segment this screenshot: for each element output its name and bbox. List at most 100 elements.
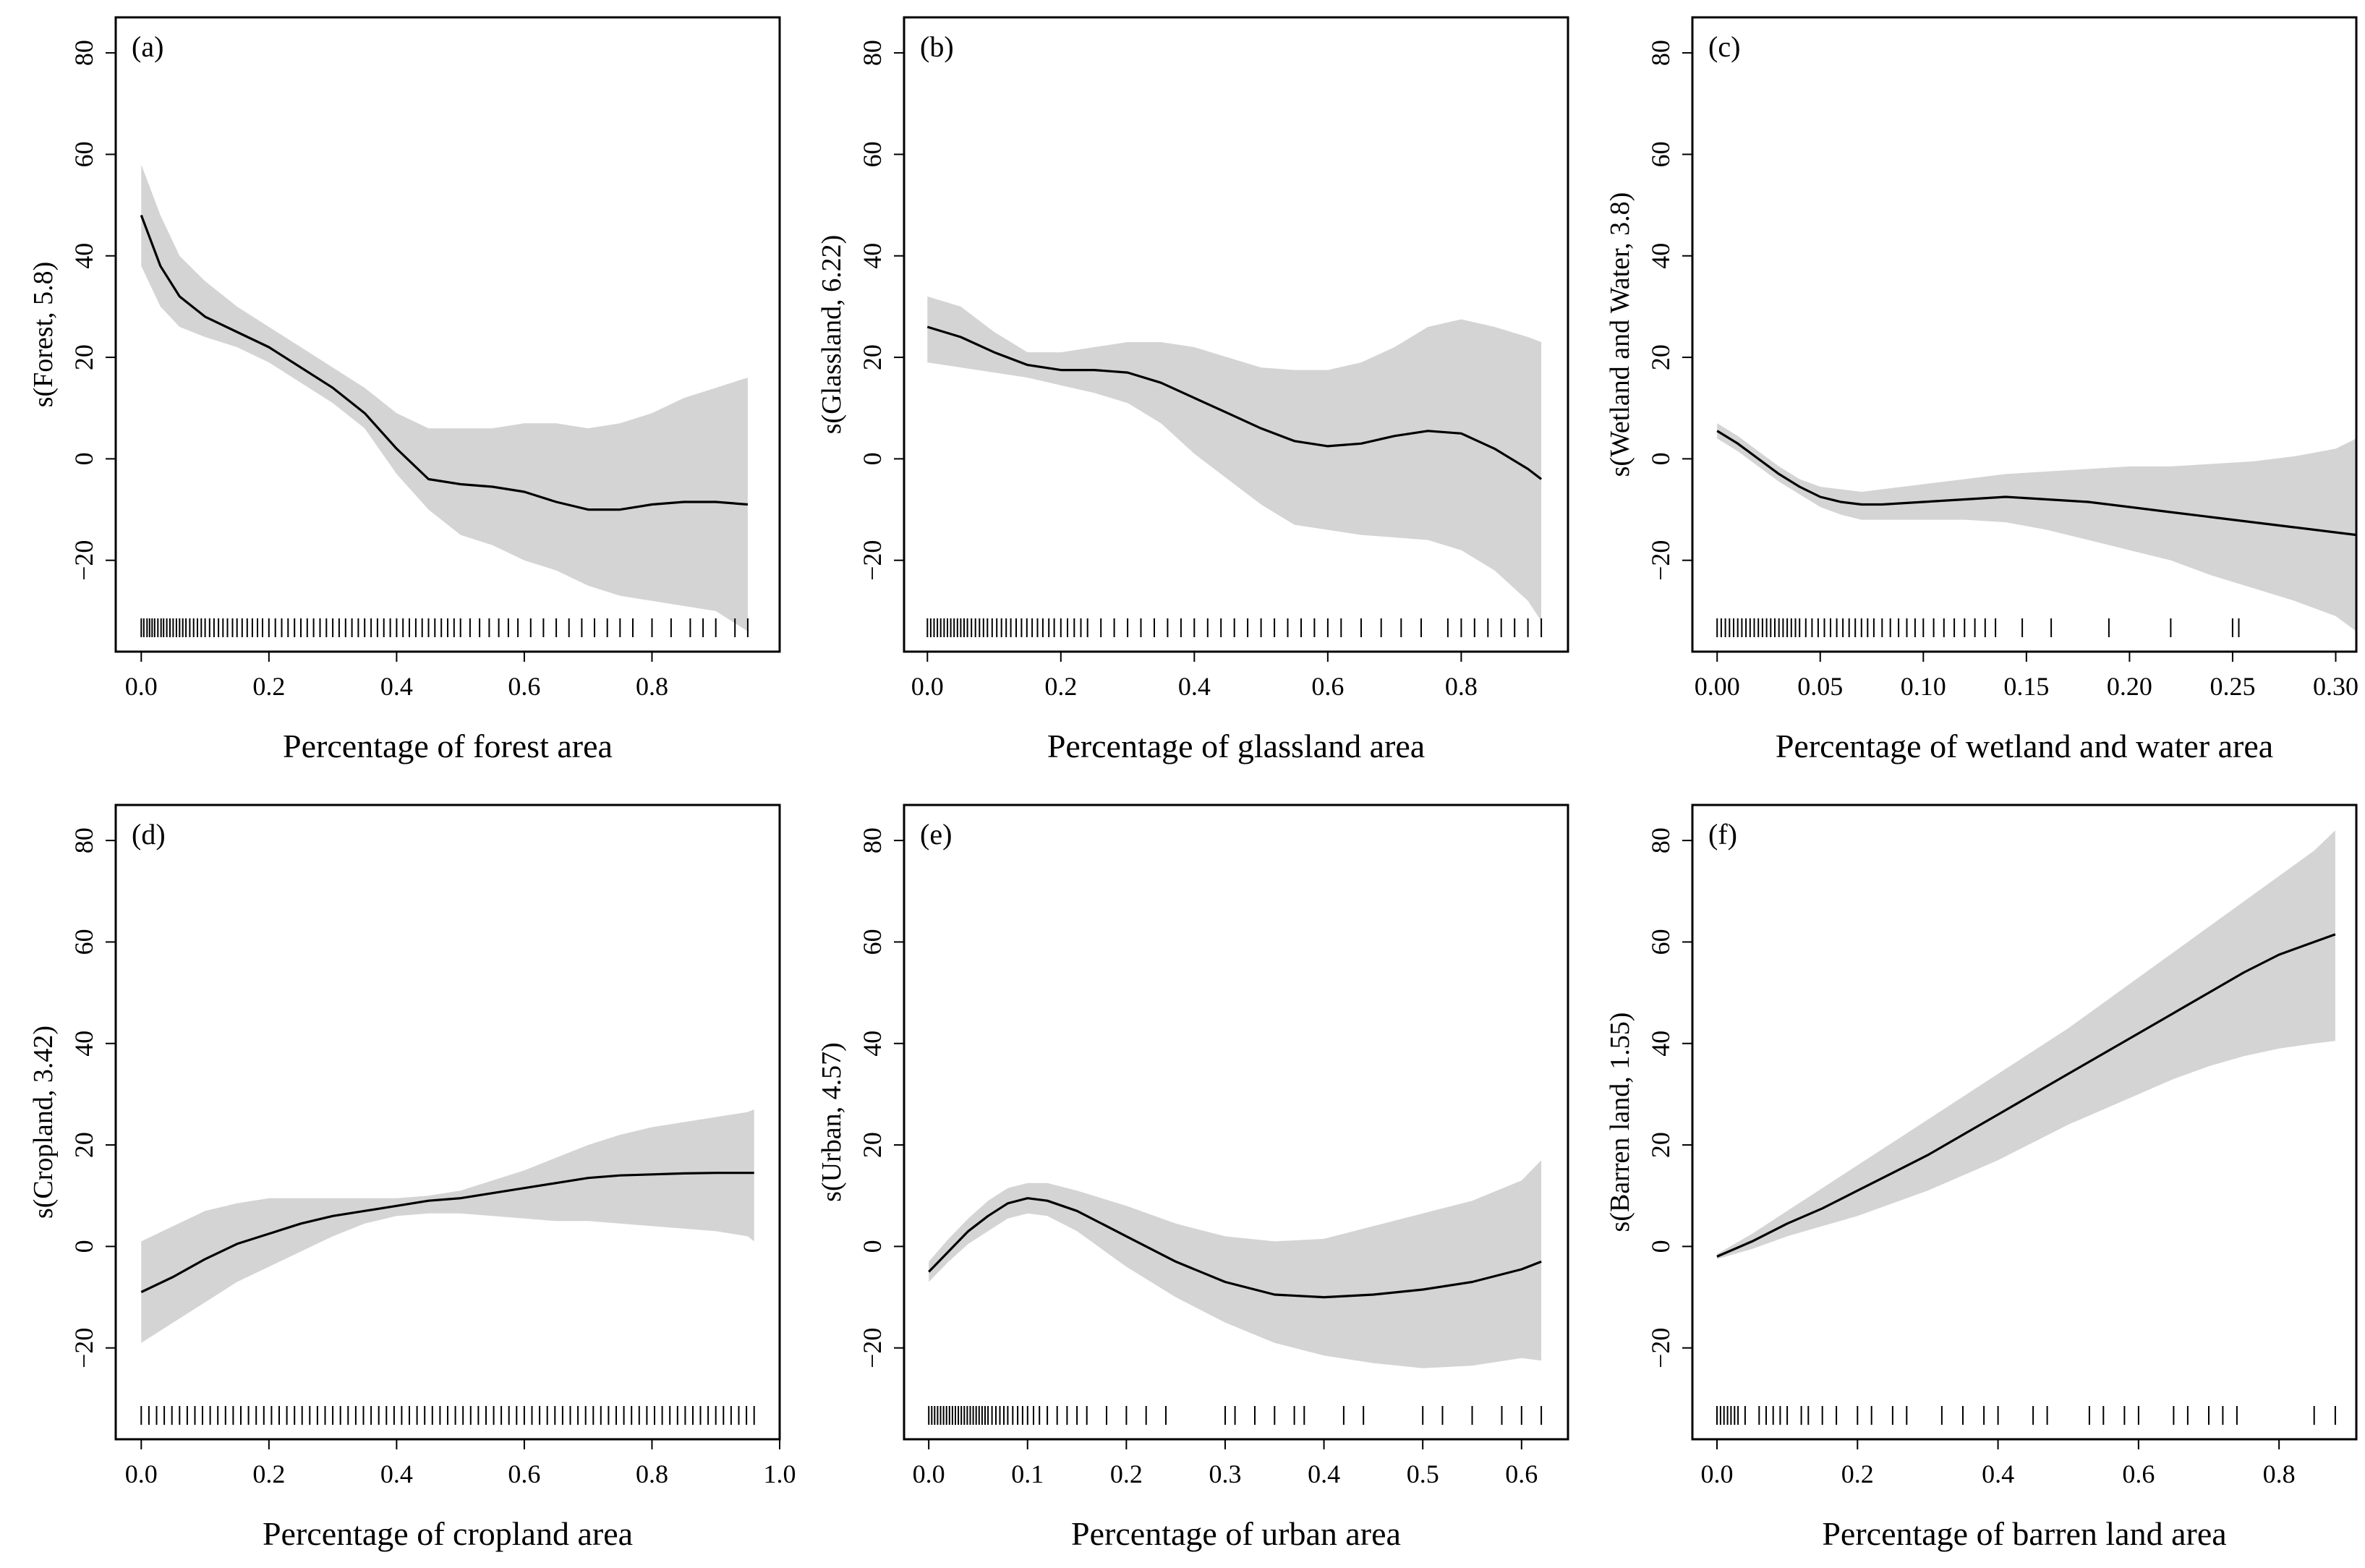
panel-c-x-tick-label: 0.10 [1901, 672, 1946, 701]
panel-a-y-axis-title: s(Forest, 5.8) [28, 262, 59, 408]
panel-a-y-tick-label: 20 [69, 344, 98, 370]
panel-f-x-tick-label: 0.0 [1701, 1460, 1734, 1488]
panel-a-confidence-band [141, 164, 748, 631]
panel-b: 0.0 0.2 0.4 0.6 0.8 −20 0 20 40 60 80 (b) Percentage… [817, 16, 1569, 764]
panel-e-confidence-band [929, 1160, 1542, 1368]
panel-d-y-tick-label: 0 [69, 1240, 98, 1253]
panel-c-y-tick-label: 80 [1646, 40, 1675, 66]
panel-f-y-tick-label: 60 [1646, 929, 1675, 955]
panel-f-fit-line [1716, 933, 2336, 1258]
panel-a-y-tick-label: 0 [69, 452, 98, 465]
panel-b-y-tick-label: 20 [858, 344, 887, 370]
panel-d-x-tick-label: 0.8 [636, 1460, 668, 1488]
panel-c-fit-line [1716, 430, 2357, 537]
panel-c-y-tick-label: −20 [1646, 540, 1675, 581]
panel-e-x-tick-label: 0.0 [913, 1460, 945, 1488]
panel-e-x-tick-label: 0.2 [1110, 1460, 1143, 1488]
panel-a-label: (a) [132, 30, 163, 63]
panel-c-y-tick-label: 0 [1646, 452, 1675, 465]
panel-d-rug [140, 1406, 755, 1425]
panel-c-y-tick-label: 60 [1646, 141, 1675, 167]
panel-a-y-tick-label: 60 [69, 141, 98, 167]
panel-d-x-tick-label: 0.2 [252, 1460, 285, 1488]
panel-f-y-axis-title: s(Barren land, 1.55) [1605, 1013, 1635, 1232]
panel-f: 0.0 0.2 0.4 0.6 0.8 −20 0 20 40 60 80 (f) Percentage… [1605, 804, 2358, 1552]
panel-e-x-tick-label: 0.3 [1209, 1460, 1241, 1488]
panel-e-rug [928, 1406, 1543, 1425]
panel-a-rug [140, 618, 749, 637]
panel-d-y-tick-label: 60 [69, 929, 98, 955]
panel-d-x-tick-label: 0.0 [125, 1460, 158, 1488]
panel-e-y-tick-label: 60 [858, 929, 887, 955]
panel-b-y-tick-label: 40 [858, 243, 887, 269]
panel-f-x-tick-label: 0.2 [1841, 1460, 1874, 1488]
panel-c-label: (c) [1708, 30, 1740, 63]
panel-e-y-tick-label: 80 [858, 827, 887, 853]
panel-b-label: (b) [920, 30, 954, 63]
panel-d: 0.0 0.2 0.4 0.6 0.8 1.0 −20 0 20 40 60 80 (d) Percent… [28, 804, 796, 1552]
panel-a: 0.0 0.2 0.4 0.6 0.8 −20 0 20 40 60 80 (a) Percentage… [28, 16, 781, 764]
panel-d-y-tick-label: 80 [69, 827, 98, 853]
panel-c-y-tick-label: 20 [1646, 344, 1675, 370]
panel-f-x-tick-label: 0.6 [2122, 1460, 2155, 1488]
panel-b-x-tick-label: 0.6 [1311, 672, 1344, 701]
panel-e-x-axis-title: Percentage of urban area [1071, 1515, 1401, 1552]
panel-c-x-tick-label: 0.30 [2313, 672, 2358, 701]
panel-f-y-tick-label: 80 [1646, 827, 1675, 853]
panel-f-confidence-band [1717, 830, 2335, 1259]
panel-b-y-tick-label: 80 [858, 40, 887, 66]
panel-c-x-tick-label: 0.05 [1797, 672, 1843, 701]
panel-f-x-tick-label: 0.8 [2263, 1460, 2296, 1488]
panel-d-y-tick-label: 40 [69, 1031, 98, 1057]
panel-a-x-axis-title: Percentage of forest area [283, 728, 613, 764]
panel-c-y-axis-title: s(Wetland and Water, 3.8) [1605, 192, 1635, 477]
panel-e-fit-line [928, 1197, 1542, 1299]
panel-d-frame [114, 804, 781, 1441]
panel-a-y-tick-label: 40 [69, 243, 98, 269]
panel-c-rug [1716, 618, 2357, 637]
panel-f-y-tick-label: 0 [1646, 1240, 1675, 1253]
panel-e-y-axis-title: s(Urban, 4.57) [817, 1042, 847, 1202]
panel-b-y-axis-title: s(Glassland, 6.22) [817, 235, 847, 434]
panel-f-x-axis-title: Percentage of barren land area [1822, 1515, 2226, 1552]
panel-e-frame [903, 804, 1569, 1441]
panel-b-x-axis-title: Percentage of glassland area [1047, 728, 1425, 764]
panel-d-fit-line [140, 1172, 754, 1293]
panel-e-label: (e) [920, 818, 952, 851]
panel-b-frame [903, 16, 1569, 653]
panel-e-y-tick-label: 40 [858, 1031, 887, 1057]
panel-e-x-tick-label: 0.6 [1505, 1460, 1538, 1488]
panel-e-y-tick-label: 20 [858, 1132, 887, 1158]
panel-e-x-tick-label: 0.5 [1407, 1460, 1439, 1488]
panel-c-x-tick-label: 0.15 [2003, 672, 2049, 701]
panel-d-y-axis-title: s(Cropland, 3.42) [28, 1026, 59, 1219]
panel-c-x-tick-label: 0.00 [1695, 672, 1740, 701]
panel-e-x-tick-label: 0.1 [1011, 1460, 1044, 1488]
panel-c-x-tick-label: 0.20 [2107, 672, 2152, 701]
panel-e-x-tick-label: 0.4 [1308, 1460, 1340, 1488]
panel-a-x-tick-label: 0.4 [380, 672, 413, 701]
panel-d-label: (d) [132, 818, 166, 851]
panel-d-x-tick-label: 0.6 [508, 1460, 540, 1488]
panel-a-x-tick-label: 0.2 [252, 672, 285, 701]
panel-b-confidence-band [927, 296, 1542, 621]
panel-b-x-tick-label: 0.0 [911, 672, 944, 701]
panel-a-x-tick-label: 0.0 [125, 672, 158, 701]
panel-d-x-axis-title: Percentage of cropland area [263, 1515, 633, 1552]
panel-d-x-tick-label: 1.0 [764, 1460, 796, 1488]
panel-c-x-axis-title: Percentage of wetland and water area [1776, 728, 2273, 764]
panel-b-fit-line [926, 325, 1543, 480]
panel-f-label: (f) [1708, 818, 1737, 851]
panel-c-frame [1691, 16, 2358, 653]
panel-f-y-tick-label: 40 [1646, 1031, 1675, 1057]
panel-c-confidence-band [1717, 423, 2356, 631]
panel-b-y-tick-label: 0 [858, 452, 887, 465]
panel-f-y-tick-label: −20 [1646, 1328, 1675, 1368]
panel-f-rug [1716, 1406, 2336, 1425]
panel-a-x-tick-label: 0.6 [508, 672, 540, 701]
panel-b-x-tick-label: 0.4 [1178, 672, 1211, 701]
panel-f-frame [1691, 804, 2358, 1441]
panel-a-fit-line [140, 215, 749, 511]
panel-a-y-tick-label: 80 [69, 40, 98, 66]
